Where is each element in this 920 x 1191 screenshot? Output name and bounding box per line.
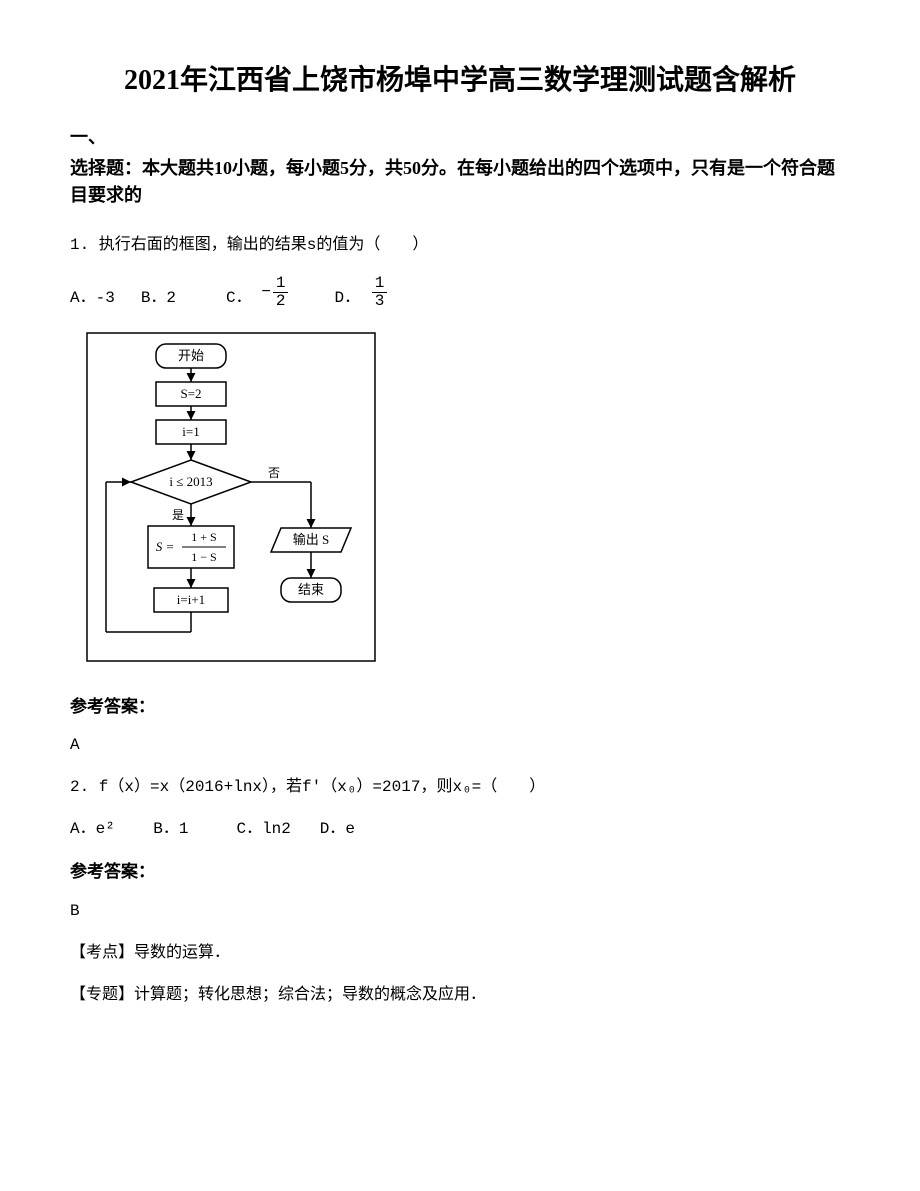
section-label: 一、 (70, 124, 850, 151)
q1-optD: D． 1 3 (334, 275, 389, 310)
page-title: 2021年江西省上饶市杨埠中学高三数学理测试题含解析 (70, 60, 850, 102)
q2-optD: D．e (320, 820, 355, 838)
opt-value: e (345, 820, 355, 838)
q1-flowchart: .box { fill:#fff; stroke:#000; stroke-wi… (86, 332, 850, 670)
q1-answer-label: 参考答案： (70, 694, 850, 720)
flow-end: 结束 (298, 582, 324, 597)
q2-stem: 2. f（x）=x（2016+lnx），若f′（x₀）=2017，则x₀=（ ） (70, 775, 850, 799)
q2-optA: A．e² (70, 820, 124, 838)
q2-optB: B．1 (153, 820, 198, 838)
flow-output: 输出 S (293, 532, 329, 547)
section-instructions: 选择题：本大题共10小题，每小题5分，共50分。在每小题给出的四个选项中，只有是… (70, 155, 850, 209)
opt-label: C． (226, 286, 252, 310)
q2-answer-label: 参考答案： (70, 859, 850, 885)
fraction: 1 2 (273, 275, 289, 310)
q2-answer: B (70, 899, 850, 923)
opt-value: -3 (96, 286, 115, 310)
numerator: 1 (273, 275, 289, 292)
flow-start: 开始 (178, 348, 204, 363)
flow-assign-num: 1 + S (191, 529, 216, 543)
opt-label: B． (153, 820, 179, 838)
opt-label: D． (334, 286, 360, 310)
flow-assign-den: 1 − S (191, 549, 216, 563)
numerator: 1 (372, 275, 388, 292)
opt-label: D． (320, 820, 346, 838)
flow-yes: 是 (172, 507, 184, 521)
flowchart-svg: .box { fill:#fff; stroke:#000; stroke-wi… (86, 332, 376, 662)
opt-value: ln2 (262, 820, 291, 838)
q1-optB: B． 2 (141, 286, 176, 310)
q1-answer: A (70, 733, 850, 757)
flow-inc: i=i+1 (177, 592, 205, 607)
opt-value: 2 (166, 286, 176, 310)
fraction: 1 3 (372, 275, 388, 310)
opt-value: e² (96, 820, 115, 838)
q1-options: A． -3 B． 2 C． − 1 2 D． 1 3 (70, 275, 850, 310)
denominator: 3 (372, 292, 388, 310)
flow-init-s: S=2 (180, 386, 201, 401)
neg-fraction: − 1 2 (261, 275, 290, 310)
opt-label: A． (70, 820, 96, 838)
opt-label: C． (236, 820, 262, 838)
q2-optC: C．ln2 (236, 820, 300, 838)
minus-sign: − (261, 280, 271, 304)
q2-zhuanti: 【专题】计算题；转化思想；综合法；导数的概念及应用． (70, 983, 850, 1007)
q1-optC: C． − 1 2 (226, 275, 290, 310)
flow-assign-lhs: S = (156, 539, 175, 554)
q2-options: A．e² B．1 C．ln2 D．e (70, 817, 850, 841)
flow-no: 否 (268, 465, 280, 479)
q1-stem: 1. 执行右面的框图，输出的结果s的值为（ ） (70, 233, 850, 257)
denominator: 2 (273, 292, 289, 310)
opt-label: A． (70, 286, 96, 310)
flow-init-i: i=1 (182, 424, 199, 439)
opt-value: 1 (179, 820, 189, 838)
q2-kaodian: 【考点】导数的运算． (70, 941, 850, 965)
flow-cond: i ≤ 2013 (169, 474, 212, 489)
opt-label: B． (141, 286, 167, 310)
q1-optA: A． -3 (70, 286, 115, 310)
